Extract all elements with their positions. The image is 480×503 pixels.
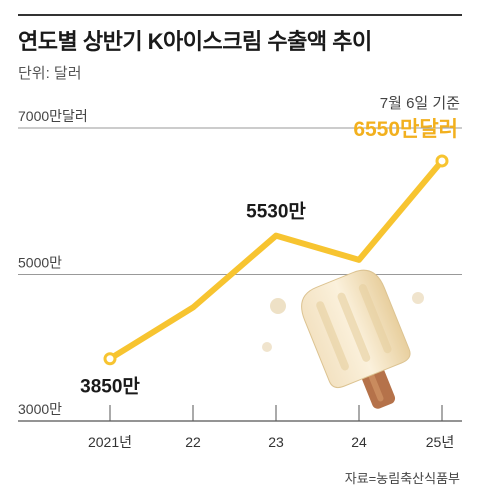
x-tick-label: 25년 [426, 434, 454, 450]
y-axis-labels: 7000만달러 5000만 3000만 [18, 108, 88, 417]
date-note: 7월 6일 기준 [379, 95, 460, 112]
x-tick-label: 24 [351, 434, 367, 450]
data-label: 5530만 [246, 201, 306, 223]
y-tick-label: 5000만 [18, 255, 62, 271]
x-axis: 2021년 22 23 24 25년 [18, 405, 462, 450]
source-credit: 자료=농림축산식품부 [344, 471, 460, 486]
ice-cream-illustration [262, 269, 424, 409]
x-tick-label: 23 [268, 434, 284, 450]
series-line [107, 157, 445, 362]
data-labels: 3850만 5530만 6550만달러 [80, 118, 458, 398]
data-label: 3850만 [80, 376, 140, 398]
data-point [435, 154, 449, 168]
y-tick-label: 7000만달러 [18, 108, 88, 124]
y-tick-label: 3000만 [18, 401, 62, 417]
x-tick-label: 2021년 [88, 434, 132, 450]
data-points [103, 154, 449, 366]
data-point [103, 352, 117, 366]
data-label: 6550만달러 [353, 118, 458, 141]
top-rule [18, 14, 462, 16]
chart-title: 연도별 상반기 K아이스크림 수출액 추이 [18, 29, 372, 54]
x-tick-label: 22 [185, 434, 201, 450]
unit-label: 단위: 달러 [18, 65, 82, 82]
